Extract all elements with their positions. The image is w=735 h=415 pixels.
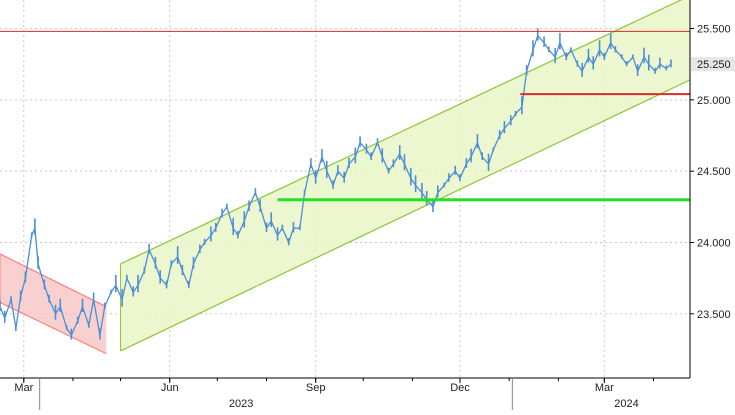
channel-upper-line (0, 253, 107, 308)
channel-fill (120, 0, 690, 351)
price-line (0, 35, 672, 336)
y-tick-label: 24.000 (697, 237, 731, 249)
last-value-label: 25.250 (697, 59, 731, 71)
channel-lower-line (0, 301, 107, 355)
y-tick-label: 24.500 (697, 166, 731, 178)
y-tick-label: 23.500 (697, 309, 731, 321)
last-value-box (691, 57, 735, 72)
channel-lower-line (120, 79, 691, 352)
x-tick-label: Jun (161, 382, 179, 394)
y-tick-label: 25.500 (697, 24, 731, 36)
y-tick-label: 25.000 (697, 95, 731, 107)
x-tick-label: Dec (450, 382, 470, 394)
channel-upper-line (120, 0, 683, 265)
year-label: 2024 (614, 398, 638, 410)
channel-fill (0, 253, 107, 354)
year-label: 2023 (229, 398, 253, 410)
x-tick-label: Mar (14, 382, 33, 394)
x-tick-label: Sep (306, 382, 326, 394)
x-tick-label: Mar (595, 382, 614, 394)
